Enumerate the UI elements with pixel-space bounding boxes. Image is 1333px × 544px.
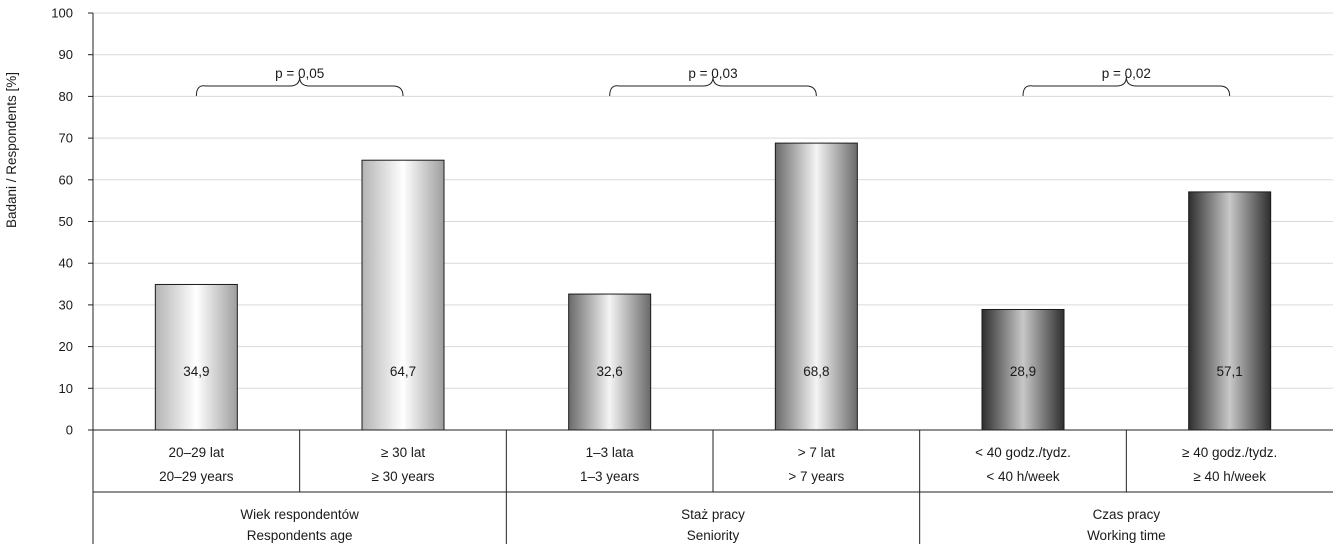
x-tick-label: ≥ 30 lat xyxy=(381,445,425,460)
p-value-label: p = 0,05 xyxy=(275,66,324,81)
bar-value-label: 28,9 xyxy=(1010,364,1036,379)
y-tick-label: 50 xyxy=(59,214,73,229)
group-label: Seniority xyxy=(687,528,740,543)
y-axis-label: Badani / Respondents [%] xyxy=(4,72,19,228)
y-tick-label: 80 xyxy=(59,89,73,104)
group-label: Wiek respondentów xyxy=(240,507,359,522)
y-tick-label: 40 xyxy=(59,256,73,271)
x-tick-label: 20–29 years xyxy=(159,469,234,484)
bar xyxy=(774,142,858,431)
bar xyxy=(1188,191,1272,431)
x-tick-label: ≥ 40 godz./tydz. xyxy=(1182,445,1277,460)
group-label: Respondents age xyxy=(247,528,353,543)
bar xyxy=(154,283,238,431)
axes xyxy=(88,12,1333,544)
bars xyxy=(154,142,1272,431)
y-tick-label: 100 xyxy=(51,6,73,21)
x-tick-label: > 7 lat xyxy=(798,445,835,460)
gridlines xyxy=(93,12,1333,389)
bar-value-label: 68,8 xyxy=(803,364,829,379)
group-label: Working time xyxy=(1087,528,1166,543)
group-label: Czas pracy xyxy=(1093,507,1161,522)
x-tick-label: ≥ 30 years xyxy=(372,469,435,484)
y-tick-label: 0 xyxy=(66,423,73,438)
bar-value-label: 64,7 xyxy=(390,364,416,379)
group-label: Staż pracy xyxy=(681,507,745,522)
y-tick-label: 60 xyxy=(59,172,73,187)
x-tick-label: 1–3 years xyxy=(580,469,640,484)
x-tick-label: 1–3 lata xyxy=(586,445,635,460)
y-tick-label: 90 xyxy=(59,47,73,62)
bar-value-label: 57,1 xyxy=(1217,364,1243,379)
bar xyxy=(568,293,652,431)
labels: 0 10 20 30 40 50 60 70 80 90 100 34,9 20–29 lat 20–29… xyxy=(51,6,1277,544)
significance-bracket xyxy=(609,76,817,97)
x-tick-label: ≥ 40 h/week xyxy=(1193,469,1266,484)
x-tick-label: < 40 godz./tydz. xyxy=(975,445,1071,460)
bar xyxy=(981,308,1065,431)
y-tick-label: 70 xyxy=(59,131,73,146)
p-value-label: p = 0,02 xyxy=(1102,66,1151,81)
y-tick-label: 10 xyxy=(59,381,73,396)
bar-value-label: 34,9 xyxy=(183,364,209,379)
bar xyxy=(361,159,445,431)
x-tick-label: > 7 years xyxy=(788,469,844,484)
x-tick-label: < 40 h/week xyxy=(986,469,1059,484)
significance-bracket xyxy=(195,76,404,97)
x-tick-label: 20–29 lat xyxy=(169,445,225,460)
y-tick-label: 20 xyxy=(59,339,73,354)
y-tick-label: 30 xyxy=(59,297,73,312)
significance-bracket xyxy=(1022,76,1231,97)
bar-value-label: 32,6 xyxy=(597,364,623,379)
p-value-label: p = 0,03 xyxy=(688,66,737,81)
